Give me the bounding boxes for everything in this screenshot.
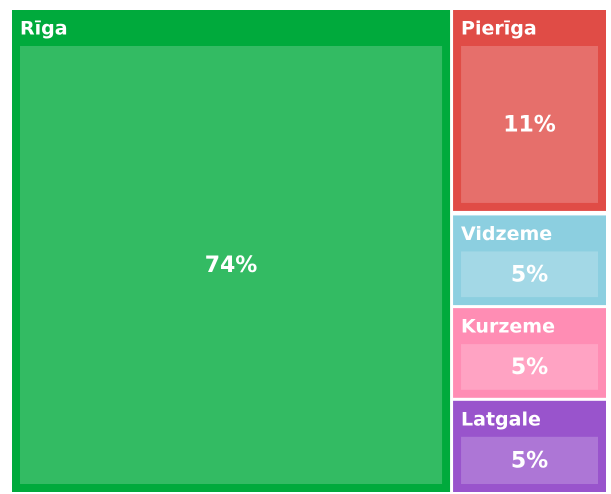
value-label: 5% (511, 448, 548, 473)
value-label: 5% (511, 355, 548, 380)
tile (453, 308, 606, 398)
tile-inner (461, 46, 598, 203)
tile-inner (461, 344, 598, 390)
tile-label: Latgale (461, 408, 541, 430)
tile (453, 400, 606, 492)
tile-label: Pierīga (461, 18, 537, 40)
tile (12, 10, 451, 492)
tile-inner (20, 46, 443, 484)
tile-label: Rīga (20, 18, 68, 40)
tile-inner (461, 436, 598, 484)
tile-label: Vidzeme (461, 223, 552, 245)
tile (453, 215, 606, 306)
tile-label: Kurzeme (461, 316, 555, 338)
value-label: 5% (511, 262, 548, 287)
value-label: 74% (205, 253, 258, 278)
value-label: 11% (503, 112, 556, 137)
tile (453, 10, 606, 211)
tile-inner (461, 251, 598, 298)
